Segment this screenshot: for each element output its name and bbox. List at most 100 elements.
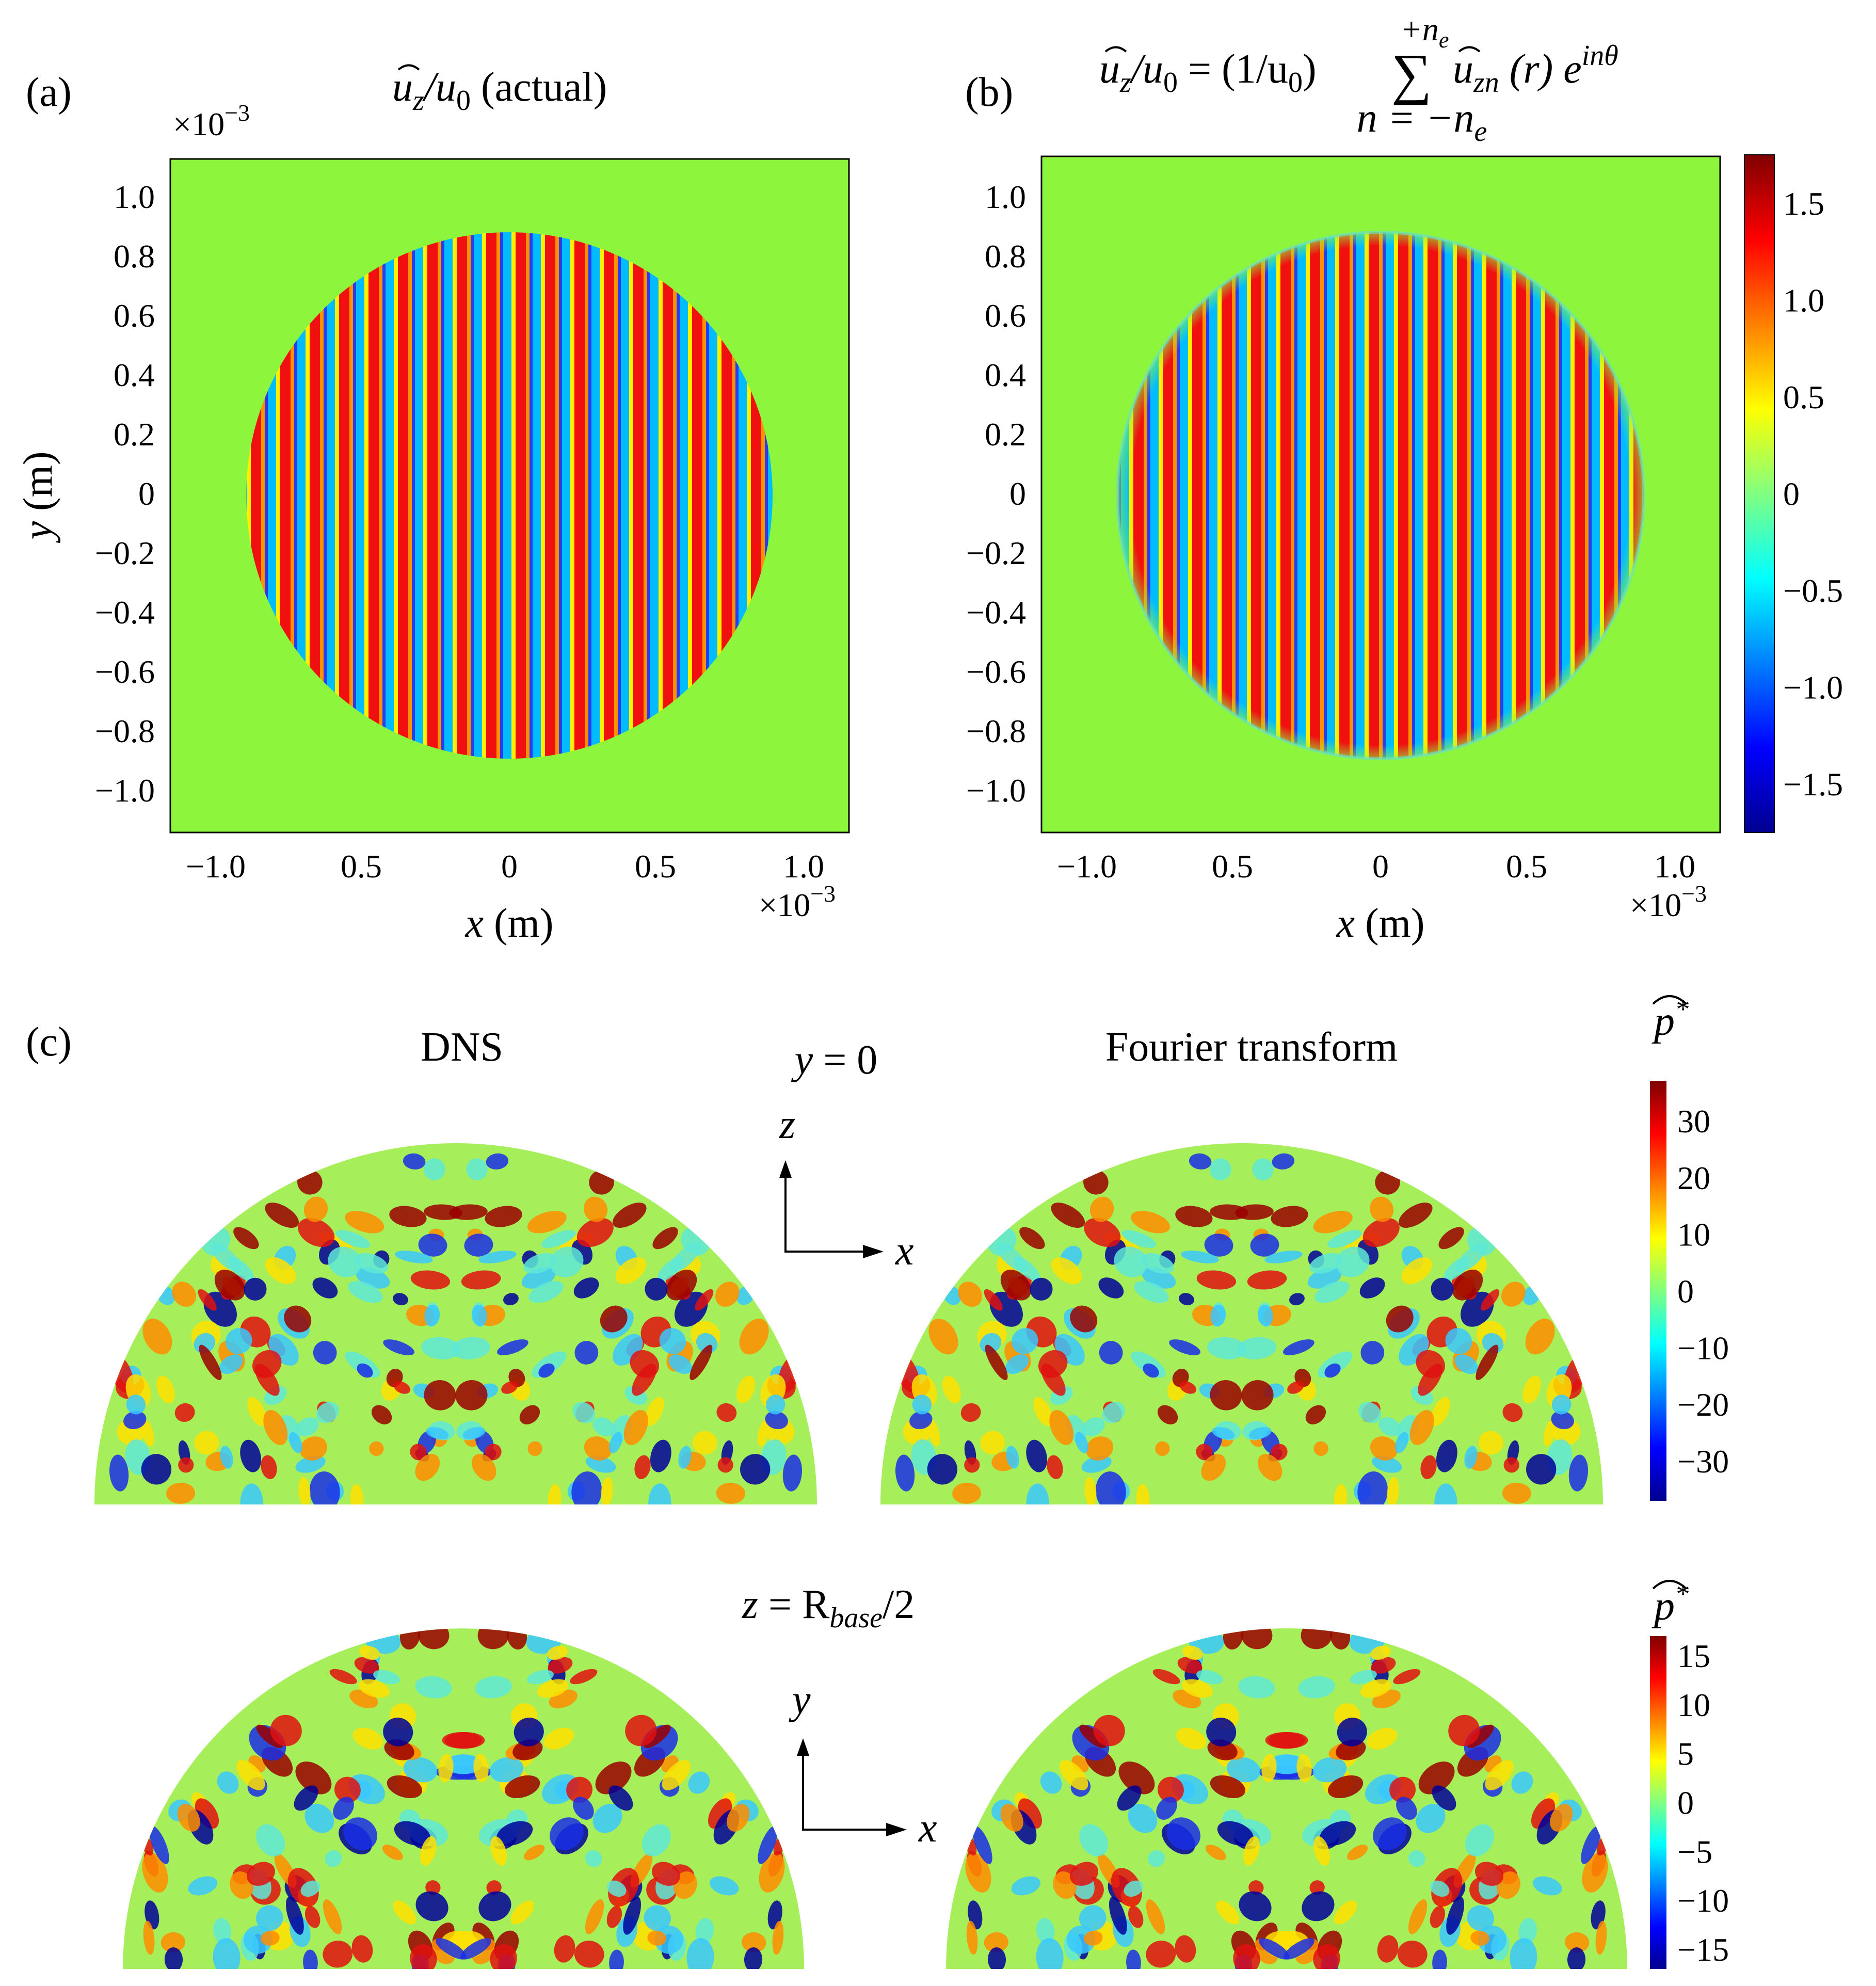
field-blob [1268,1754,1303,1774]
field-blob [477,1628,509,1649]
field-blob [393,1900,416,1925]
field-blob [178,1457,194,1473]
field-blob [1148,1850,1165,1867]
field-blob [527,1211,567,1234]
field-blob [393,1293,408,1306]
field-blob [149,1826,169,1864]
field-blob [1128,1905,1144,1928]
field-blob [648,1483,671,1504]
field-blob [652,1227,678,1250]
field-blob [744,1947,763,1969]
field-blob [472,1453,496,1481]
colorbar-tick-label: −1.5 [1783,766,1843,803]
field-blob [585,1899,604,1934]
field-blob [644,1905,671,1931]
panel-b-xtick: 0 [1372,848,1389,885]
field-blob [625,1715,657,1747]
field-blob [1040,1771,1062,1794]
field-blob [1060,1760,1088,1790]
field-blob [1134,1281,1169,1303]
colorbar-tick-label: 30 [1677,1103,1710,1140]
field-blob [692,1431,717,1455]
field-blob [1305,1405,1326,1424]
colorbar-tick-label: −10 [1677,1882,1729,1919]
field-blob [383,1339,414,1355]
field-blob [1478,1431,1503,1455]
panel-b-ytick: −0.6 [966,653,1026,690]
field-blob [1312,1757,1347,1783]
panel-a-yticks: 1.0 0.8 0.6 0.4 0.2 0 −0.2 −0.4 −0.6 −0.… [95,179,155,809]
field-blob [228,1256,254,1282]
field-blob [1283,1339,1314,1355]
field-blob [514,1718,544,1747]
field-blob [461,1270,501,1290]
field-blob [1136,1484,1150,1504]
field-blob [501,1381,518,1394]
panel-a-exponent-bottom: ×10−3 [759,880,836,923]
field-blob [1550,1804,1573,1832]
field-blob [1175,1935,1196,1963]
field-blob [1051,1257,1082,1285]
field-blob [595,1761,632,1795]
panel-c-dns-y0 [94,1143,817,1504]
field-blob [421,1337,461,1359]
field-blob [1581,1826,1601,1864]
svg-text:y: y [789,1677,811,1723]
field-blob [1141,1253,1174,1274]
svg-text:n = −ne: n = −ne [1357,95,1487,148]
field-blob [1083,1930,1103,1946]
field-blob [1565,1932,1590,1952]
field-blob [1386,1305,1414,1333]
field-blob [1370,1645,1391,1660]
field-blob [912,1395,932,1415]
field-blob [213,1918,232,1944]
field-blob [645,1277,668,1301]
field-blob [1102,1402,1125,1423]
colorbar-tick-label: −10 [1677,1330,1729,1366]
field-blob [225,1328,252,1354]
field-blob [371,1405,392,1424]
field-blob [537,1679,569,1698]
panel-b-colorbar [1744,154,1775,833]
field-blob [966,1920,978,1955]
field-blob [634,1455,651,1479]
field-blob [510,1900,534,1925]
field-blob [1210,1380,1242,1411]
field-blob [1156,1797,1177,1820]
field-blob [233,1227,259,1250]
field-blob [334,1776,361,1803]
colorbar-tick-label: −1.0 [1783,669,1843,706]
field-blob [449,1204,488,1220]
field-blob [583,1196,608,1222]
panel-c-row2-plane: z = Rbase/2 [742,1582,915,1634]
panel-a-xtick: 1.0 [783,848,824,885]
colorbar-tick-label: −20 [1677,1386,1729,1423]
field-blob [352,1727,383,1750]
panel-a-label: (a) [26,70,72,115]
field-blob [359,1645,380,1660]
field-blob [758,1826,778,1864]
field-blob [1128,1804,1158,1833]
field-blob [570,1669,598,1685]
field-blob [256,1824,285,1856]
field-blob [615,1257,647,1285]
field-blob [109,1454,129,1492]
field-blob [504,1775,540,1799]
field-blob [1206,1718,1237,1747]
field-blob [1026,1483,1049,1504]
field-blob [1038,1350,1068,1379]
field-blob [960,1403,981,1422]
field-blob [1503,1457,1519,1473]
panel-b-ytick: −0.4 [966,594,1026,631]
colorbar-tick-label: 15 [1677,1638,1710,1674]
field-blob [1430,1880,1450,1897]
field-blob [1179,1381,1196,1394]
field-blob [247,1397,267,1426]
field-blob [573,1797,594,1820]
panel-c-row1-plane: y = 0 [791,1037,878,1083]
field-blob [329,1669,357,1685]
field-blob [1271,1444,1288,1461]
field-blob [527,1441,542,1456]
field-blob [451,1337,490,1359]
